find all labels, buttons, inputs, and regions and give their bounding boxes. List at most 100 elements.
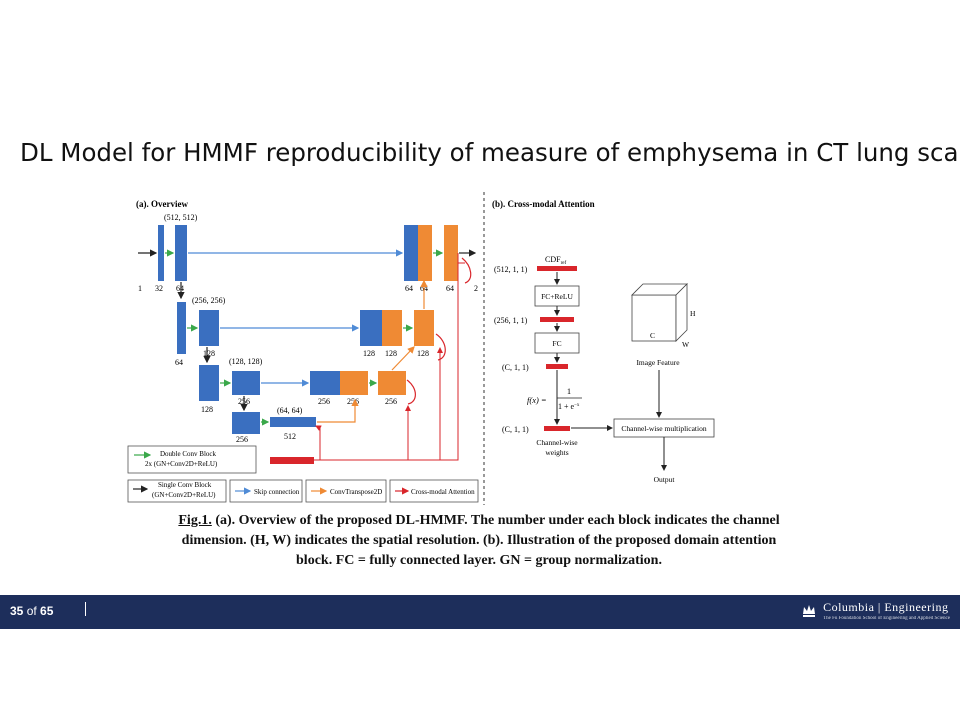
decoder-block (340, 371, 368, 395)
cdf-input-bar (270, 457, 314, 464)
legend-attention: Cross-modal Attention (411, 488, 475, 496)
enc-label: 64 (175, 358, 183, 367)
crown-icon (803, 605, 816, 617)
attention-line (314, 253, 459, 461)
sigmoid-formula-num: 1 (567, 386, 571, 396)
page-of: of (23, 604, 41, 618)
legend-box (305, 479, 387, 503)
sigmoid-formula-left: f(x) = (527, 395, 547, 405)
page-current: 35 (10, 604, 24, 618)
channel-weights-label: weights (545, 448, 568, 457)
panel-a-heading: (a). Overview (136, 199, 188, 209)
attention-loop (461, 257, 472, 284)
figure-caption: Fig.1. (a). Overview of the proposed DL-… (108, 511, 850, 571)
caption-fig-label: Fig.1. (178, 513, 212, 528)
bottleneck-block (270, 417, 316, 427)
decoder-block (378, 371, 406, 395)
res-label-256: (256, 256) (192, 296, 226, 305)
shape-label: (256, 1, 1) (494, 316, 528, 325)
cdf-label: CDFref (545, 255, 566, 266)
legend-box (127, 479, 227, 503)
attn-bar (537, 266, 577, 271)
decoder-block (360, 310, 382, 346)
encoder-block (177, 302, 186, 354)
legend-skip: Skip connection (254, 488, 300, 496)
columbia-logo: Columbia | Engineering The Fu Foundation… (803, 600, 950, 621)
slide-title: DL Model for HMMF reproducibility of mea… (20, 138, 960, 167)
cube-h: H (690, 309, 696, 318)
sigmoid-formula-den: 1 + e−x (558, 402, 580, 411)
channel-weights-label: Channel-wise (536, 438, 578, 447)
res-label-64: (64, 64) (277, 406, 303, 415)
multiply-label: Channel-wise multiplication (621, 424, 706, 433)
legend-double-conv: Double Conv Block (160, 450, 216, 458)
fc-relu-label: FC+ReLU (541, 292, 573, 301)
decoder-block (404, 225, 418, 281)
caption-line: dimension. (H, W) indicates the spatial … (181, 533, 777, 548)
shape-label: (512, 1, 1) (494, 265, 528, 274)
decoder-block (382, 310, 402, 346)
encoder-block (158, 225, 164, 281)
attention-loop (406, 379, 416, 405)
res-label-512: (512, 512) (164, 213, 198, 222)
cube-c: C (650, 331, 655, 340)
output-label: Output (654, 475, 676, 484)
footer-separator (85, 602, 86, 616)
image-feature-cube (631, 283, 688, 342)
fc-label: FC (552, 339, 561, 348)
caption-line: (a). Overview of the proposed DL-HMMF. T… (211, 513, 780, 528)
upconv-line (317, 398, 359, 423)
enc-label: 64 (176, 284, 184, 293)
decoder-block (418, 225, 432, 281)
enc-label: 128 (201, 405, 213, 414)
legend-single-conv: Single Conv Block (158, 481, 212, 489)
encoder-block (199, 365, 219, 401)
res-label-128: (128, 128) (229, 357, 263, 366)
enc-label: 1 (138, 284, 142, 293)
enc-label: 32 (155, 284, 163, 293)
panel-b-heading: (b). Cross-modal Attention (492, 199, 595, 209)
dec-label: 64 (405, 284, 413, 293)
legend-single-conv-detail: (GN+Conv2D+ReLU) (152, 491, 216, 499)
shape-label: (C, 1, 1) (502, 363, 529, 372)
upconv-line (391, 346, 415, 371)
cube-w: W (682, 340, 690, 349)
page-total: 65 (40, 604, 54, 618)
attention-loop (435, 333, 446, 361)
enc-label: 128 (203, 349, 215, 358)
dec-label: 256 (347, 397, 359, 406)
legend-upconv: ConvTranspose2D (330, 488, 382, 496)
shape-label: (C, 1, 1) (502, 425, 529, 434)
legend-double-conv-detail: 2x (GN+Conv2D+ReLU) (145, 460, 218, 468)
encoder-block (232, 371, 260, 395)
legend-box (127, 445, 257, 474)
caption-line: block. FC = fully connected layer. GN = … (296, 553, 662, 568)
dec-label: 2 (474, 284, 478, 293)
enc-label: 256 (236, 435, 248, 444)
legend-box (229, 479, 303, 503)
encoder-block (232, 412, 260, 434)
dec-label: 128 (385, 349, 397, 358)
image-feature-label: Image Feature (636, 358, 680, 367)
attn-bar (546, 364, 568, 369)
footer-bar: 35 of 65 Columbia | Engineering The Fu F… (0, 595, 960, 629)
page-indicator: 35 of 65 (10, 604, 53, 618)
brand-name: Columbia | Engineering (823, 600, 949, 614)
attn-bar (540, 317, 574, 322)
attention-line (315, 425, 322, 460)
decoder-block (310, 371, 340, 395)
dec-label: 256 (385, 397, 397, 406)
legend-box (389, 479, 479, 503)
enc-label: 512 (284, 432, 296, 441)
decoder-block (444, 225, 458, 281)
encoder-block (199, 310, 219, 346)
decoder-block (414, 310, 434, 346)
dec-label: 64 (446, 284, 454, 293)
dec-label: 128 (417, 349, 429, 358)
dec-label: 128 (363, 349, 375, 358)
brand-subtitle: The Fu Foundation School of Engineering … (823, 616, 950, 621)
encoder-block (175, 225, 187, 281)
attn-bar (544, 426, 570, 431)
dec-label: 256 (318, 397, 330, 406)
